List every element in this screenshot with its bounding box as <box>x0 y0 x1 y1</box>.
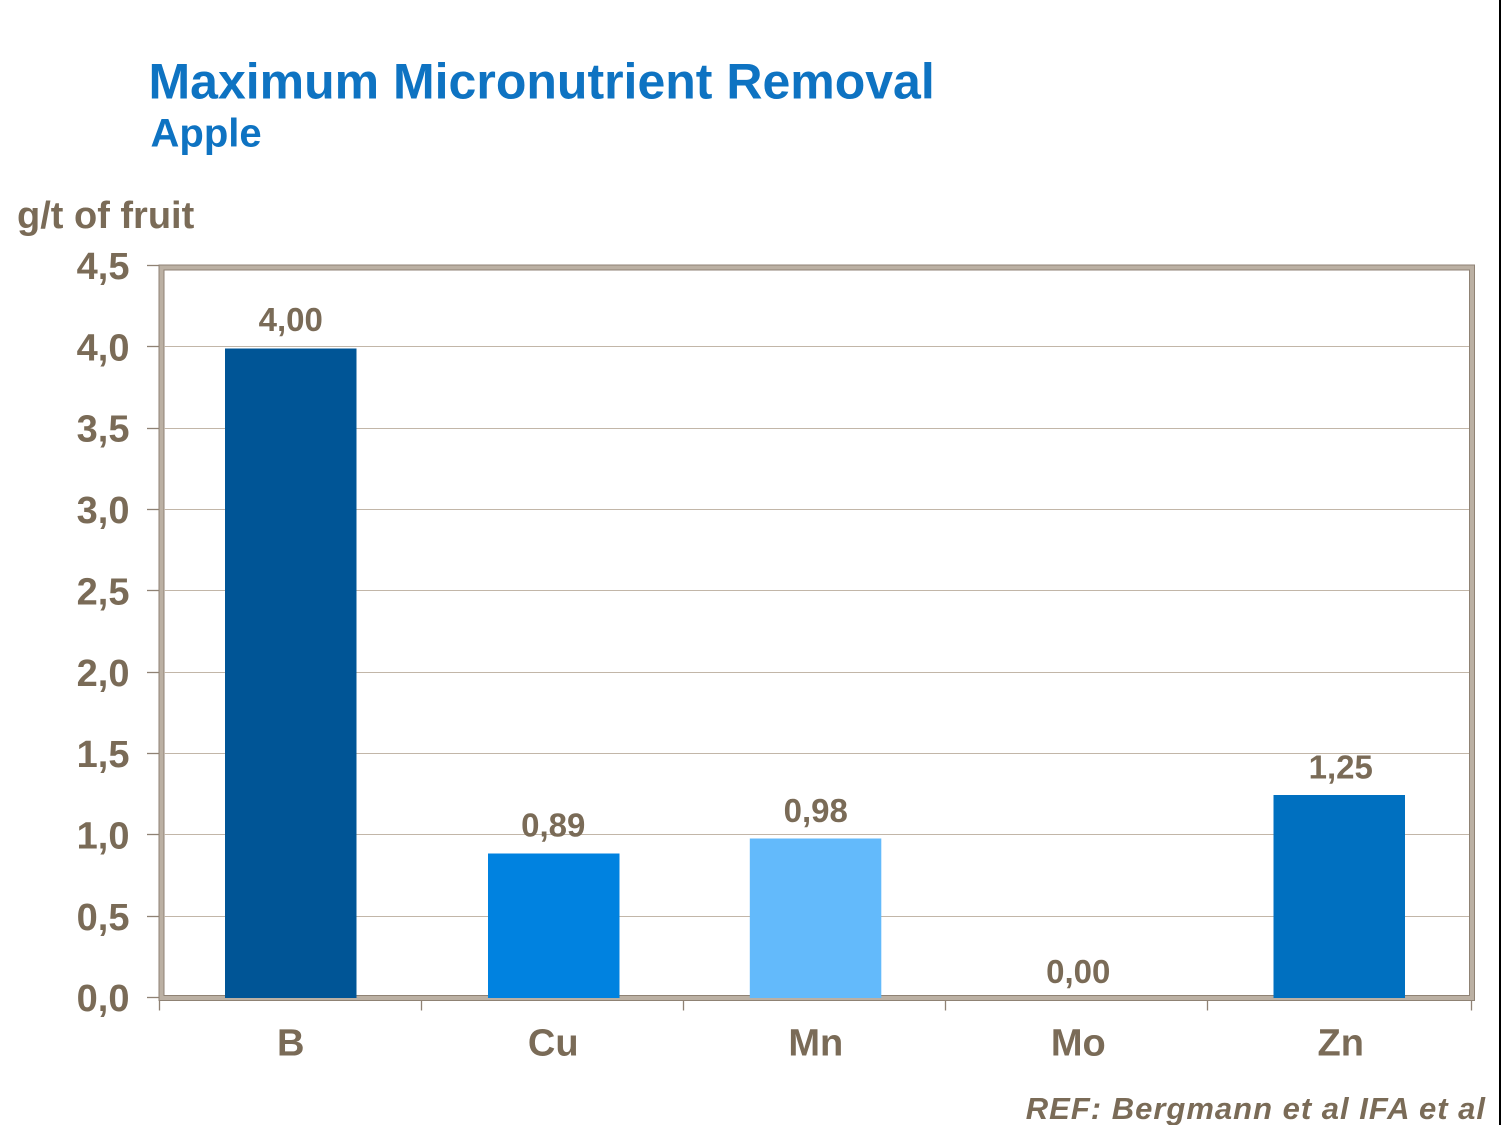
svg-text:0,00: 0,00 <box>1046 953 1110 990</box>
svg-text:1,0: 1,0 <box>77 816 130 858</box>
svg-text:Mn: Mn <box>788 1023 843 1065</box>
svg-text:Cu: Cu <box>528 1023 579 1065</box>
svg-text:Mo: Mo <box>1051 1023 1106 1065</box>
svg-text:0,89: 0,89 <box>521 807 585 844</box>
svg-text:2,0: 2,0 <box>77 653 130 695</box>
svg-text:g/t of fruit: g/t of fruit <box>17 195 195 237</box>
svg-text:1,5: 1,5 <box>77 734 130 776</box>
svg-text:1,25: 1,25 <box>1309 749 1373 786</box>
svg-text:REF: Bergmann et al IFA et al: REF: Bergmann et al IFA et al <box>1026 1091 1487 1125</box>
svg-text:2,5: 2,5 <box>77 571 130 613</box>
svg-text:0,0: 0,0 <box>77 978 130 1020</box>
svg-text:Zn: Zn <box>1318 1023 1364 1065</box>
svg-text:3,5: 3,5 <box>77 409 130 451</box>
svg-text:4,0: 4,0 <box>77 327 130 369</box>
svg-text:4,00: 4,00 <box>259 301 323 338</box>
svg-text:B: B <box>277 1023 304 1065</box>
svg-text:0,5: 0,5 <box>77 897 130 939</box>
svg-text:4,5: 4,5 <box>77 246 130 288</box>
svg-text:Maximum Micronutrient Removal: Maximum Micronutrient Removal <box>149 54 935 110</box>
svg-text:Apple: Apple <box>151 112 262 156</box>
svg-text:0,98: 0,98 <box>784 792 848 829</box>
svg-text:3,0: 3,0 <box>77 490 130 532</box>
